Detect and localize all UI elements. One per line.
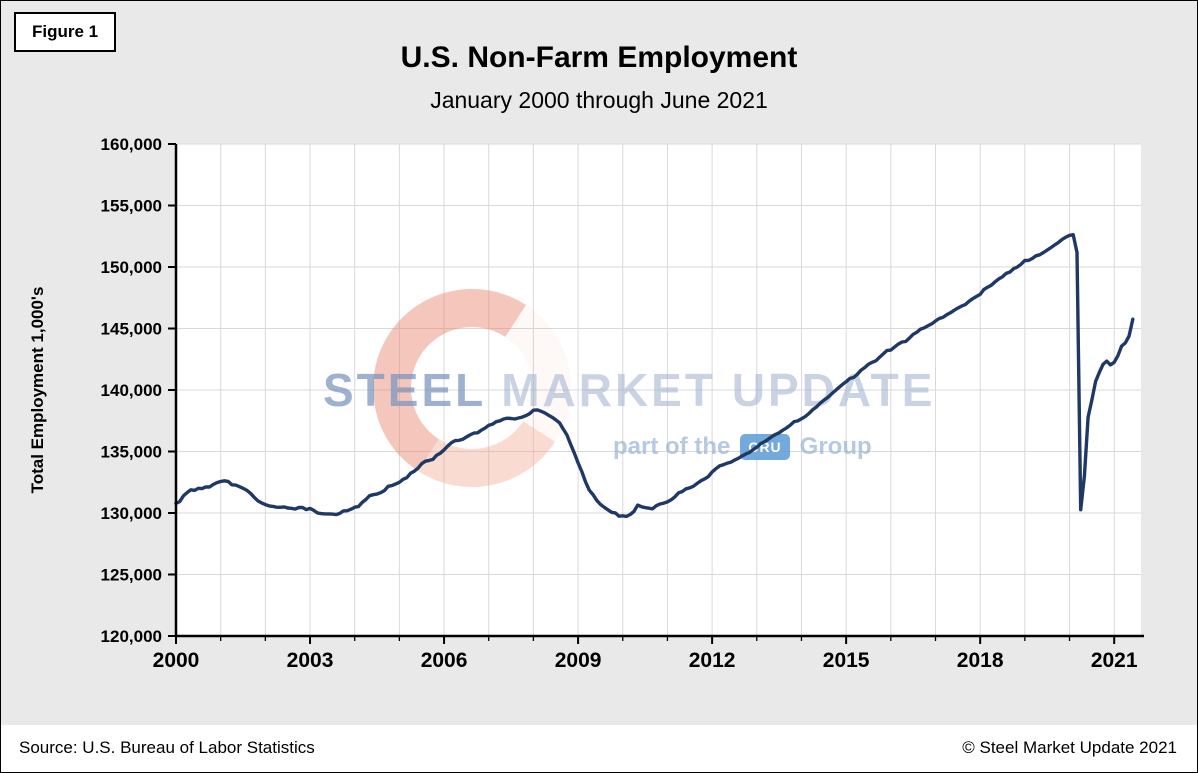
watermark-brand-bold: STEEL: [323, 364, 486, 416]
watermark-tagline-suffix: Group: [799, 433, 872, 460]
gridlines: [176, 143, 1141, 636]
x-tick-label: 2018: [957, 649, 1004, 672]
watermark-tagline: part of the CRU Group: [613, 433, 872, 461]
y-tick-label: 120,000: [101, 627, 162, 646]
figure-label: Figure 1: [14, 12, 117, 52]
employment-line: [174, 232, 1135, 519]
page-title: U.S. Non-Farm Employment: [400, 41, 798, 74]
y-tick-label: 145,000: [101, 320, 162, 339]
y-tick-label: 150,000: [101, 258, 162, 277]
x-tick-label: 2021: [1091, 649, 1138, 672]
cru-logo-icon: CRU: [740, 434, 790, 460]
y-axis-title: Total Employment 1,000's: [28, 287, 47, 494]
x-tick-label: 2003: [287, 649, 334, 672]
y-tick-label: 125,000: [101, 566, 162, 585]
watermark-red-crescent-icon: [354, 270, 590, 506]
footer: Source: U.S. Bureau of Labor Statistics …: [1, 725, 1197, 772]
x-tick-label: 2000: [153, 649, 200, 672]
x-axis-ticks: 2000 2003 2006 2009 2012 2015 2018 2021: [153, 636, 1138, 672]
source-note: Source: U.S. Bureau of Labor Statistics: [19, 738, 315, 757]
copyright-note: © Steel Market Update 2021: [962, 738, 1177, 757]
plot-area: [176, 144, 1141, 636]
watermark-tagline-prefix: part of the: [613, 433, 731, 460]
page-subtitle: January 2000 through June 2021: [430, 87, 768, 113]
y-tick-label: 130,000: [101, 504, 162, 523]
y-tick-label: 155,000: [101, 197, 162, 216]
x-tick-label: 2009: [555, 649, 602, 672]
y-tick-label: 135,000: [101, 443, 162, 462]
x-tick-label: 2006: [421, 649, 468, 672]
y-tick-label: 160,000: [101, 135, 162, 154]
axes: [174, 144, 1144, 638]
y-tick-label: 140,000: [101, 381, 162, 400]
watermark-brand-text: STEEL MARKET UPDATE: [323, 363, 935, 417]
watermark-brand-light: MARKET UPDATE: [501, 364, 936, 416]
y-axis-ticks: 120,000 125,000 130,000 135,000 140,000 145,0…: [101, 135, 176, 646]
x-tick-label: 2015: [823, 649, 870, 672]
x-tick-label: 2012: [689, 649, 736, 672]
